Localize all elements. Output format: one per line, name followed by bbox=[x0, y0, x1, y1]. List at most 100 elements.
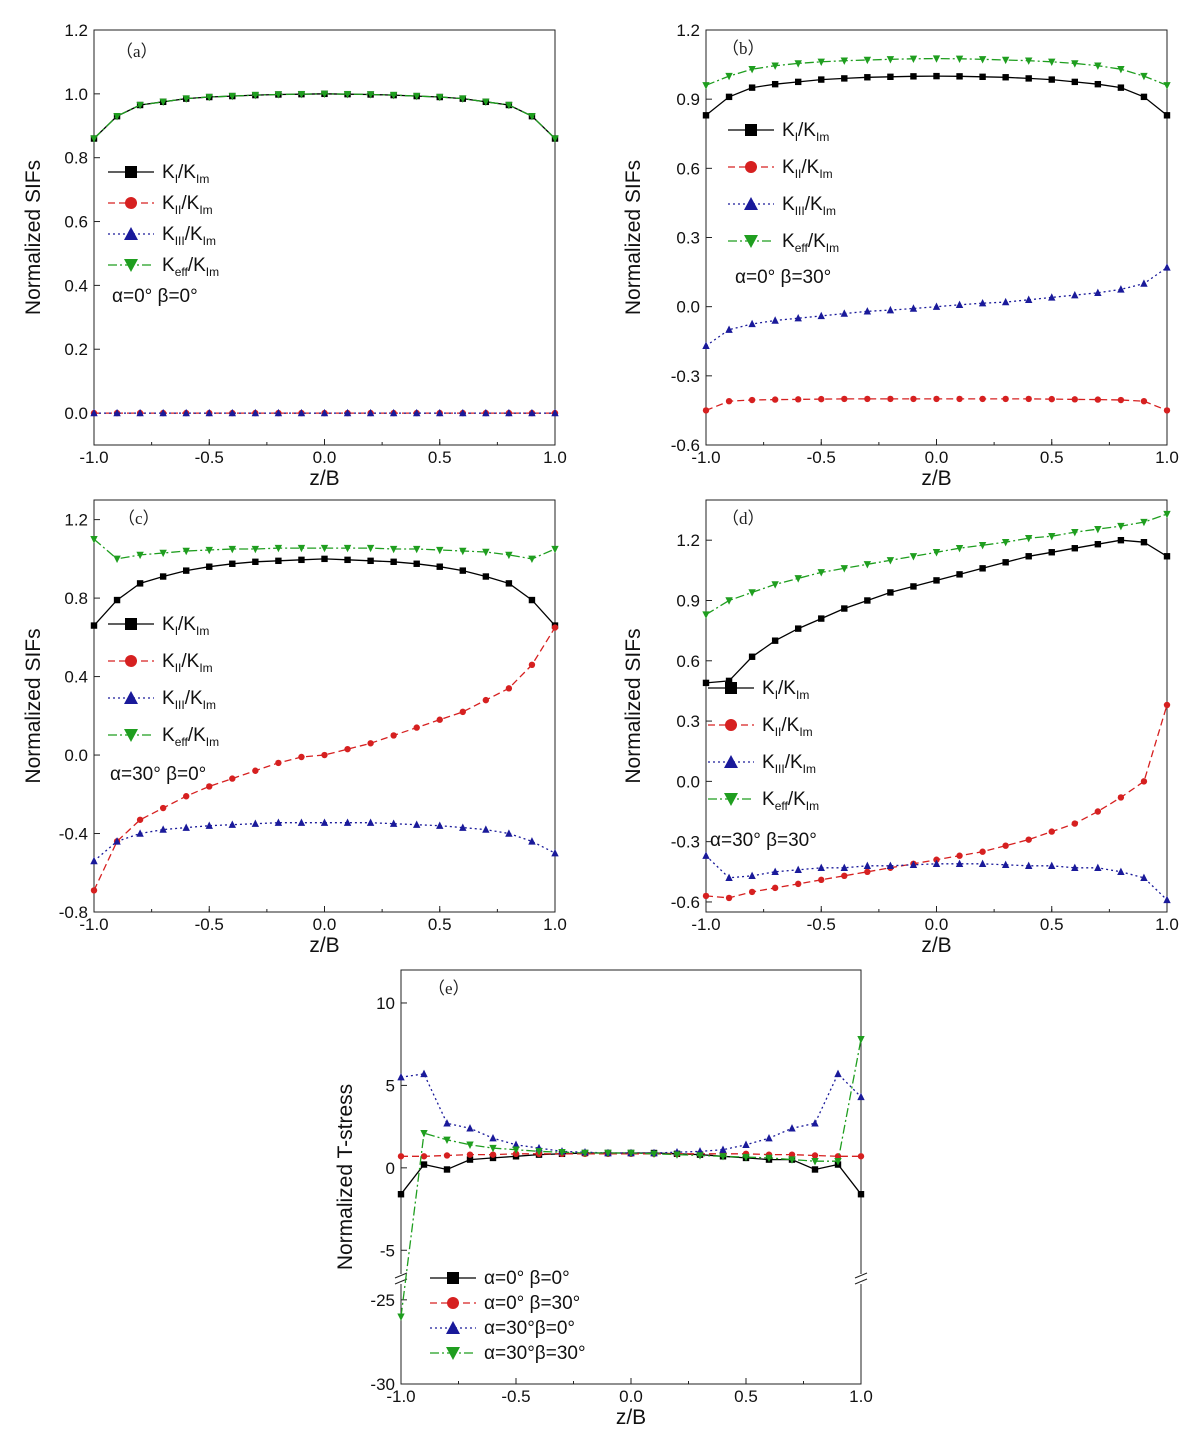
x-tick-label: -1.0 bbox=[691, 915, 720, 934]
y-tick-label: -5 bbox=[380, 1241, 395, 1260]
data-point bbox=[1094, 62, 1102, 70]
legend-marker bbox=[745, 124, 757, 136]
data-point bbox=[297, 90, 306, 99]
condition-annotation: α=30° β=30° bbox=[710, 830, 817, 851]
data-point bbox=[748, 871, 756, 880]
data-point bbox=[367, 740, 374, 747]
data-point bbox=[788, 1124, 796, 1132]
data-point bbox=[366, 818, 375, 826]
data-point bbox=[956, 852, 963, 859]
data-point bbox=[512, 1146, 520, 1154]
y-tick-label: -0.6 bbox=[671, 436, 700, 455]
data-point bbox=[910, 583, 917, 590]
data-point bbox=[719, 1145, 727, 1153]
data-point bbox=[228, 820, 236, 828]
data-point bbox=[274, 408, 283, 417]
data-point bbox=[505, 829, 513, 837]
data-point bbox=[1025, 836, 1032, 843]
y-tick-label: -0.3 bbox=[671, 367, 700, 386]
data-point bbox=[955, 55, 964, 64]
data-point bbox=[795, 625, 802, 632]
legend-label: KIII/KIm bbox=[162, 224, 216, 248]
data-point bbox=[978, 299, 987, 307]
data-point bbox=[742, 1153, 750, 1162]
data-point bbox=[443, 1152, 451, 1159]
plot-frame bbox=[705, 29, 1168, 446]
x-tick-label: 1.0 bbox=[543, 448, 567, 467]
data-point bbox=[420, 1130, 428, 1138]
data-point bbox=[1071, 78, 1078, 86]
data-point bbox=[979, 73, 986, 81]
data-point bbox=[136, 101, 144, 110]
y-tick-label: 0.4 bbox=[64, 668, 88, 687]
data-point bbox=[702, 851, 710, 859]
data-point bbox=[482, 573, 490, 580]
data-point bbox=[795, 396, 802, 403]
legend-marker bbox=[724, 755, 738, 768]
data-point bbox=[702, 112, 710, 119]
data-point bbox=[1140, 72, 1148, 81]
data-point bbox=[482, 825, 490, 833]
data-point bbox=[436, 93, 444, 102]
x-tick-label: 0.0 bbox=[619, 1387, 643, 1406]
data-point bbox=[1025, 553, 1032, 560]
data-point bbox=[1002, 395, 1009, 403]
legend-label: KII/KIm bbox=[782, 157, 833, 181]
y-tick-label: 0.4 bbox=[64, 276, 88, 295]
data-point bbox=[1117, 794, 1125, 801]
data-point bbox=[581, 1149, 589, 1158]
data-point bbox=[136, 408, 144, 417]
data-point bbox=[90, 536, 98, 544]
axis-break-mark bbox=[394, 1272, 408, 1279]
y-tick-label: 1.2 bbox=[676, 21, 700, 40]
data-point bbox=[252, 767, 259, 774]
data-point bbox=[344, 556, 351, 564]
data-point bbox=[1002, 74, 1009, 81]
legend-marker bbox=[446, 1321, 460, 1334]
data-point bbox=[864, 868, 871, 876]
y-tick-label: 0.0 bbox=[64, 746, 88, 765]
data-point bbox=[857, 1092, 865, 1101]
legend: KI/KIm KII/KIm KIII/KIm Keff/KIm bbox=[108, 614, 219, 749]
data-point bbox=[459, 823, 467, 831]
y-axis-label: Normalized SIFs bbox=[622, 160, 645, 315]
y-axis-label: Normalized SIFs bbox=[622, 628, 645, 783]
data-point bbox=[811, 1152, 819, 1159]
data-point bbox=[390, 732, 397, 739]
data-point bbox=[251, 91, 260, 100]
series-3 bbox=[90, 536, 559, 564]
x-tick-label: -0.5 bbox=[807, 915, 836, 934]
y-tick-label: -0.3 bbox=[671, 833, 700, 852]
series-2 bbox=[90, 408, 559, 417]
legend-label: KI/KIm bbox=[762, 678, 809, 702]
series-line bbox=[705, 266, 1168, 347]
data-point bbox=[1002, 559, 1009, 566]
chart-panel-d: -1.0 -0.5 0.0 0.5 1.0 -0.6 -0.3 0.0 0.3 0.6 0.9 1.2… bbox=[622, 499, 1179, 957]
data-point bbox=[840, 565, 848, 573]
y-tick-label: 0.0 bbox=[64, 404, 88, 423]
data-point bbox=[702, 611, 710, 619]
x-tick-label: 0.0 bbox=[313, 915, 337, 934]
data-point bbox=[390, 558, 397, 565]
data-point bbox=[436, 546, 444, 555]
data-point bbox=[864, 74, 871, 81]
x-tick-label: 0.0 bbox=[925, 915, 949, 934]
data-point bbox=[1001, 297, 1010, 306]
x-tick-label: -0.5 bbox=[501, 1387, 530, 1406]
data-point bbox=[459, 567, 466, 574]
data-point bbox=[725, 325, 733, 333]
y-tick-label: 0.6 bbox=[676, 652, 700, 671]
x-tick-label: -0.5 bbox=[195, 915, 224, 934]
x-tick-label: 0.5 bbox=[428, 915, 452, 934]
data-point bbox=[436, 821, 444, 829]
data-point bbox=[466, 1151, 474, 1158]
data-point bbox=[1117, 396, 1125, 404]
data-point bbox=[1140, 279, 1148, 287]
data-point bbox=[1001, 860, 1010, 868]
data-point bbox=[742, 1140, 750, 1148]
series-3 bbox=[702, 510, 1171, 619]
data-point bbox=[863, 861, 872, 869]
data-point bbox=[1117, 65, 1125, 74]
data-point bbox=[205, 546, 213, 555]
data-point bbox=[1001, 56, 1010, 65]
